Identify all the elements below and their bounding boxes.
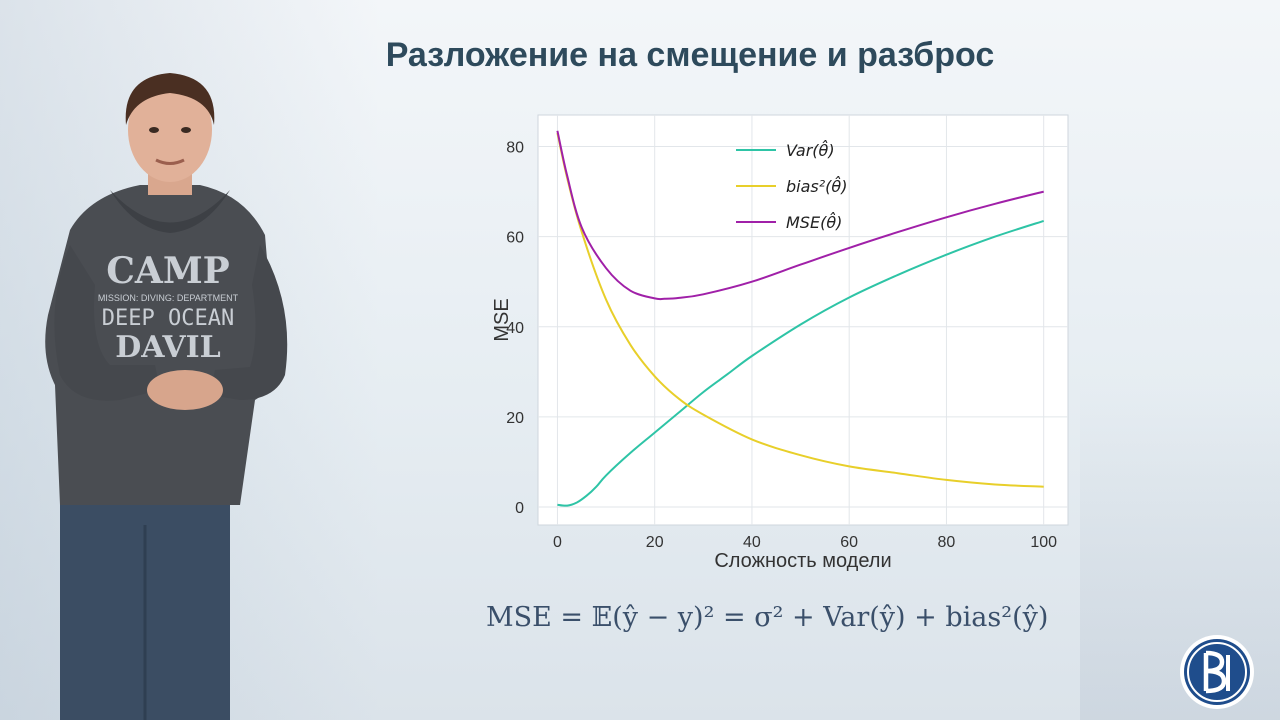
y-tick-label: 80	[506, 140, 524, 157]
y-tick-label: 40	[506, 320, 524, 337]
legend-label: Var(θ̂)	[786, 140, 835, 160]
y-tick-label: 60	[506, 230, 524, 247]
series-lines	[556, 130, 1045, 507]
presenter-hoodie	[45, 185, 276, 505]
x-axis-label: Сложность модели	[714, 550, 891, 572]
y-tick-label: 0	[515, 500, 524, 517]
presenter-hands	[147, 370, 223, 410]
mse-chart: 0 20 40 60 80 100 0 20 40 60 80 Var(θ̂) bias²(θ̂) M…	[491, 114, 1069, 572]
presenter-hair	[125, 73, 215, 125]
legend-label: MSE(θ̂)	[786, 212, 842, 232]
x-tick-labels: 0 20 40 60 80 100	[553, 534, 1057, 551]
university-logo	[1180, 635, 1254, 709]
grid-lines	[538, 115, 1068, 525]
shirt-print-mission: MISSION: DIVING: DEPARTMENT	[98, 293, 239, 303]
series-line	[557, 219, 1045, 507]
legend: Var(θ̂) bias²(θ̂) MSE(θ̂)	[736, 140, 847, 232]
y-axis-label: MSE	[491, 298, 513, 341]
y-tick-label: 20	[506, 410, 524, 427]
slide-title: Разложение на смещение и разброс	[385, 36, 995, 74]
presenter-head	[128, 78, 212, 182]
shirt-print-camp: CAMP	[106, 250, 230, 292]
series-line	[556, 132, 1044, 488]
x-tick-label: 80	[938, 534, 956, 551]
x-tick-label: 100	[1030, 534, 1057, 551]
shirt-print-davil: DAVIL	[115, 330, 221, 365]
series-line	[556, 130, 1044, 301]
x-tick-label: 0	[553, 534, 562, 551]
x-tick-label: 60	[840, 534, 858, 551]
legend-label: bias²(θ̂)	[786, 176, 847, 196]
y-tick-labels: 0 20 40 60 80	[506, 140, 524, 517]
x-tick-label: 40	[743, 534, 761, 551]
x-tick-label: 20	[646, 534, 664, 551]
mse-formula: MSE = 𝔼(ŷ − y)² = σ² + Var(ŷ) + bias²(ŷ)	[486, 602, 1049, 633]
presenter: CAMP MISSION: DIVING: DEPARTMENT DEEP OC…	[45, 73, 288, 720]
shirt-print-deep-ocean: DEEP OCEAN	[102, 306, 234, 331]
